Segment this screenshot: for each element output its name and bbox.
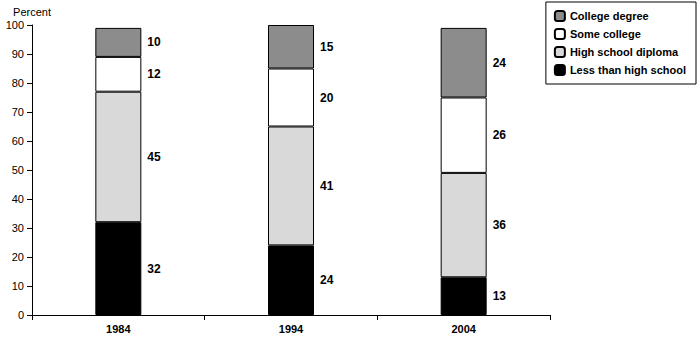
- svg-text:100: 100: [6, 19, 24, 31]
- svg-text:20: 20: [320, 91, 334, 105]
- svg-text:36: 36: [493, 218, 507, 232]
- svg-text:50: 50: [12, 164, 24, 176]
- svg-text:10: 10: [12, 280, 24, 292]
- svg-text:0: 0: [18, 309, 24, 321]
- svg-text:1984: 1984: [106, 323, 131, 335]
- svg-text:90: 90: [12, 48, 24, 60]
- svg-text:24: 24: [320, 273, 334, 287]
- svg-text:80: 80: [12, 77, 24, 89]
- svg-text:40: 40: [12, 193, 24, 205]
- svg-text:13: 13: [493, 289, 507, 303]
- svg-text:College degree: College degree: [570, 10, 649, 22]
- svg-text:26: 26: [493, 128, 507, 142]
- svg-text:Some college: Some college: [570, 28, 641, 40]
- svg-text:30: 30: [12, 222, 24, 234]
- svg-text:1994: 1994: [279, 323, 304, 335]
- svg-text:2004: 2004: [451, 323, 476, 335]
- svg-text:20: 20: [12, 251, 24, 263]
- svg-text:Percent: Percent: [13, 6, 51, 18]
- svg-text:70: 70: [12, 106, 24, 118]
- svg-text:Less than high school: Less than high school: [570, 64, 686, 76]
- svg-text:32: 32: [147, 262, 161, 276]
- svg-text:60: 60: [12, 135, 24, 147]
- svg-text:High school diploma: High school diploma: [570, 46, 679, 58]
- svg-text:41: 41: [320, 179, 334, 193]
- svg-text:24: 24: [493, 56, 507, 70]
- svg-text:15: 15: [320, 40, 334, 54]
- svg-text:45: 45: [147, 150, 161, 164]
- svg-text:10: 10: [147, 35, 161, 49]
- svg-text:12: 12: [147, 67, 161, 81]
